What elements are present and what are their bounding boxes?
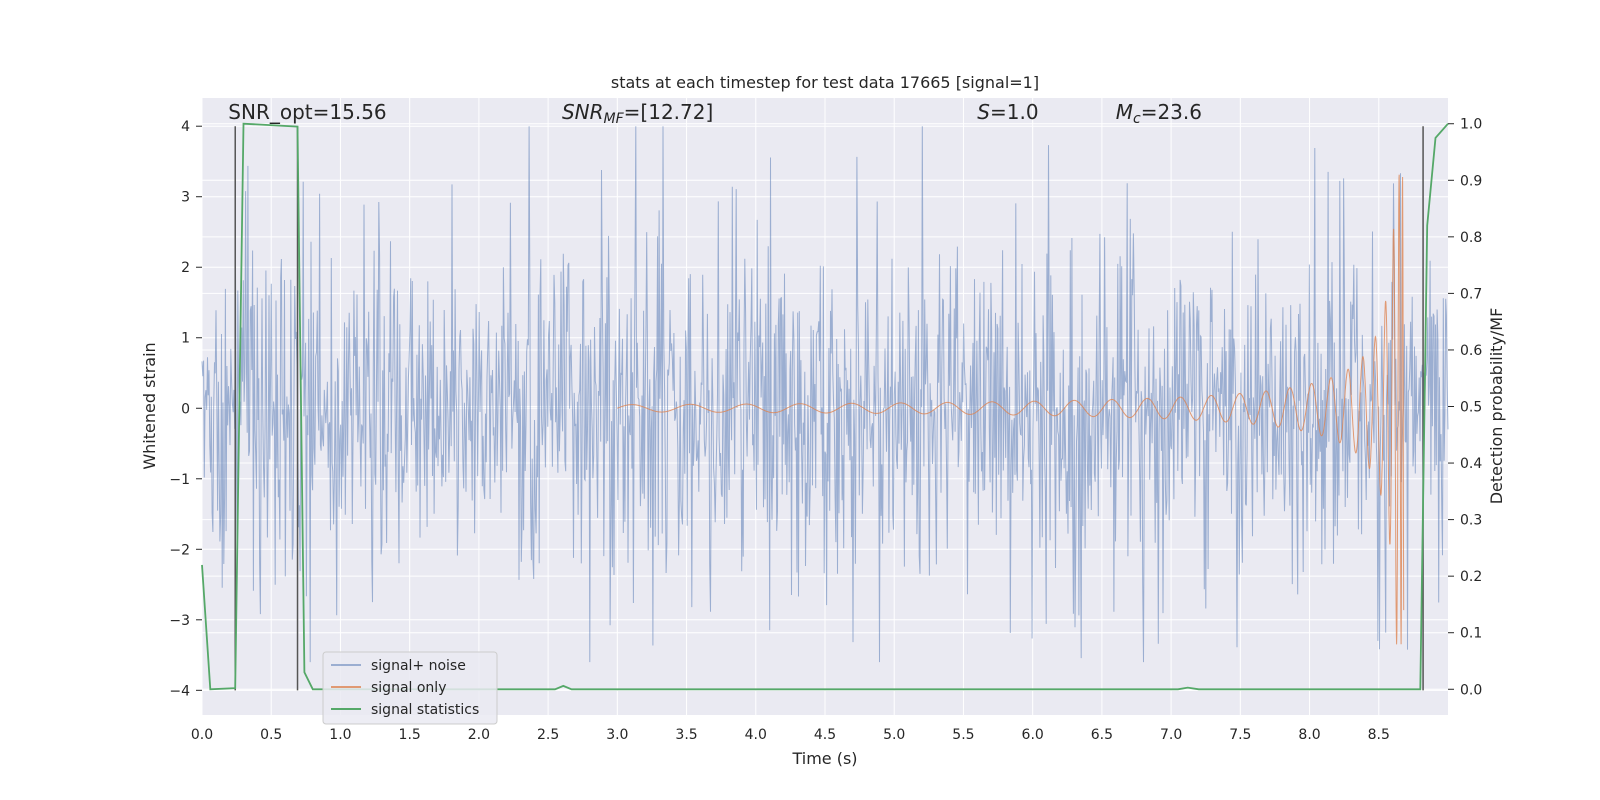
vertical-markers [234,126,1424,691]
y-tick-label: 4 [181,119,190,135]
y-right-tick-label: 0.7 [1460,286,1482,302]
legend-label-signal-only: signal only [371,680,446,696]
y-tick-label: −3 [169,613,190,629]
y-tick-label: 3 [181,190,190,206]
y-tick-label: −2 [169,542,190,558]
y-right-tick-label: 0.4 [1460,456,1482,472]
x-tick-label: 6.0 [1022,727,1044,743]
y-right-tick-labels: 1.0 0.9 0.8 0.7 0.6 0.5 0.4 0.3 0.2 0.1 0.0 [1448,117,1482,698]
x-tick-labels: 0.0 0.5 1.0 1.5 2.0 2.5 3.0 3.5 4.0 4.5 5.0 5.5 6.0 6… [191,727,1390,743]
x-tick-label: 8.0 [1298,727,1320,743]
x-tick-label: 7.0 [1160,727,1182,743]
legend: signal+ noise signal only signal statist… [322,651,498,725]
x-tick-label: 4.5 [814,727,836,743]
y-right-tick-label: 0.2 [1460,569,1482,585]
legend-label-signal-statistics: signal statistics [371,702,479,718]
y-right-tick-label: 0.3 [1460,513,1482,529]
signal-only-series [617,174,1405,645]
y-right-tick-label: 0.1 [1460,626,1482,642]
y-tick-label: 2 [181,260,190,276]
y-right-tick-label: 0.9 [1460,173,1482,189]
x-tick-label: 1.5 [399,727,421,743]
grid [201,98,1448,715]
legend-label-signal-noise: signal+ noise [371,658,466,674]
x-tick-label: 4.0 [745,727,767,743]
annotation-text: S=1.0 [977,100,1038,124]
y-right-tick-label: 0.6 [1460,343,1482,359]
legend-box [322,651,498,725]
y-tick-label: −1 [169,472,190,488]
signal-only-line [617,174,1405,645]
annotation-text: SNRMF=[12.72] [562,100,713,127]
x-tick-label: 5.5 [952,727,974,743]
y-tick-label: −4 [169,683,190,699]
y-tick-label: 1 [181,331,190,347]
x-tick-label: 2.0 [468,727,490,743]
y-tick-label: 0 [181,401,190,417]
x-tick-label: 2.5 [537,727,559,743]
x-tick-label: 0.0 [191,727,213,743]
y-tick-labels: 4 3 2 1 0 −1 −2 −3 −4 [169,119,202,699]
signal-statistics-series [201,122,1449,691]
x-tick-label: 3.0 [606,727,628,743]
y-right-axis-label: Detection probability/MF [1487,308,1506,505]
signal-noise-line [201,126,1449,663]
y-right-tick-label: 0.0 [1460,682,1482,698]
y-right-tick-label: 0.5 [1460,400,1482,416]
x-tick-label: 7.5 [1229,727,1251,743]
chart-title: stats at each timestep for test data 176… [611,73,1039,92]
annotation-text: SNR_opt=15.56 [228,100,386,124]
signal-statistics-line [201,122,1449,691]
x-tick-label: 5.0 [883,727,905,743]
y-right-tick-label: 0.8 [1460,230,1482,246]
x-tick-label: 0.5 [260,727,282,743]
x-tick-label: 8.5 [1368,727,1390,743]
y-right-tick-label: 1.0 [1460,117,1482,133]
x-tick-label: 3.5 [675,727,697,743]
annotations: SNR_opt=15.56 SNRMF=[12.72] S=1.0 Mc=23.6 [228,100,1202,127]
x-tick-label: 6.5 [1091,727,1113,743]
signal-noise-series [201,126,1449,663]
annotation-text: Mc=23.6 [1116,100,1202,127]
y-axis-label: Whitened strain [140,342,159,469]
x-axis-label: Time (s) [791,749,857,768]
x-tick-label: 1.0 [329,727,351,743]
